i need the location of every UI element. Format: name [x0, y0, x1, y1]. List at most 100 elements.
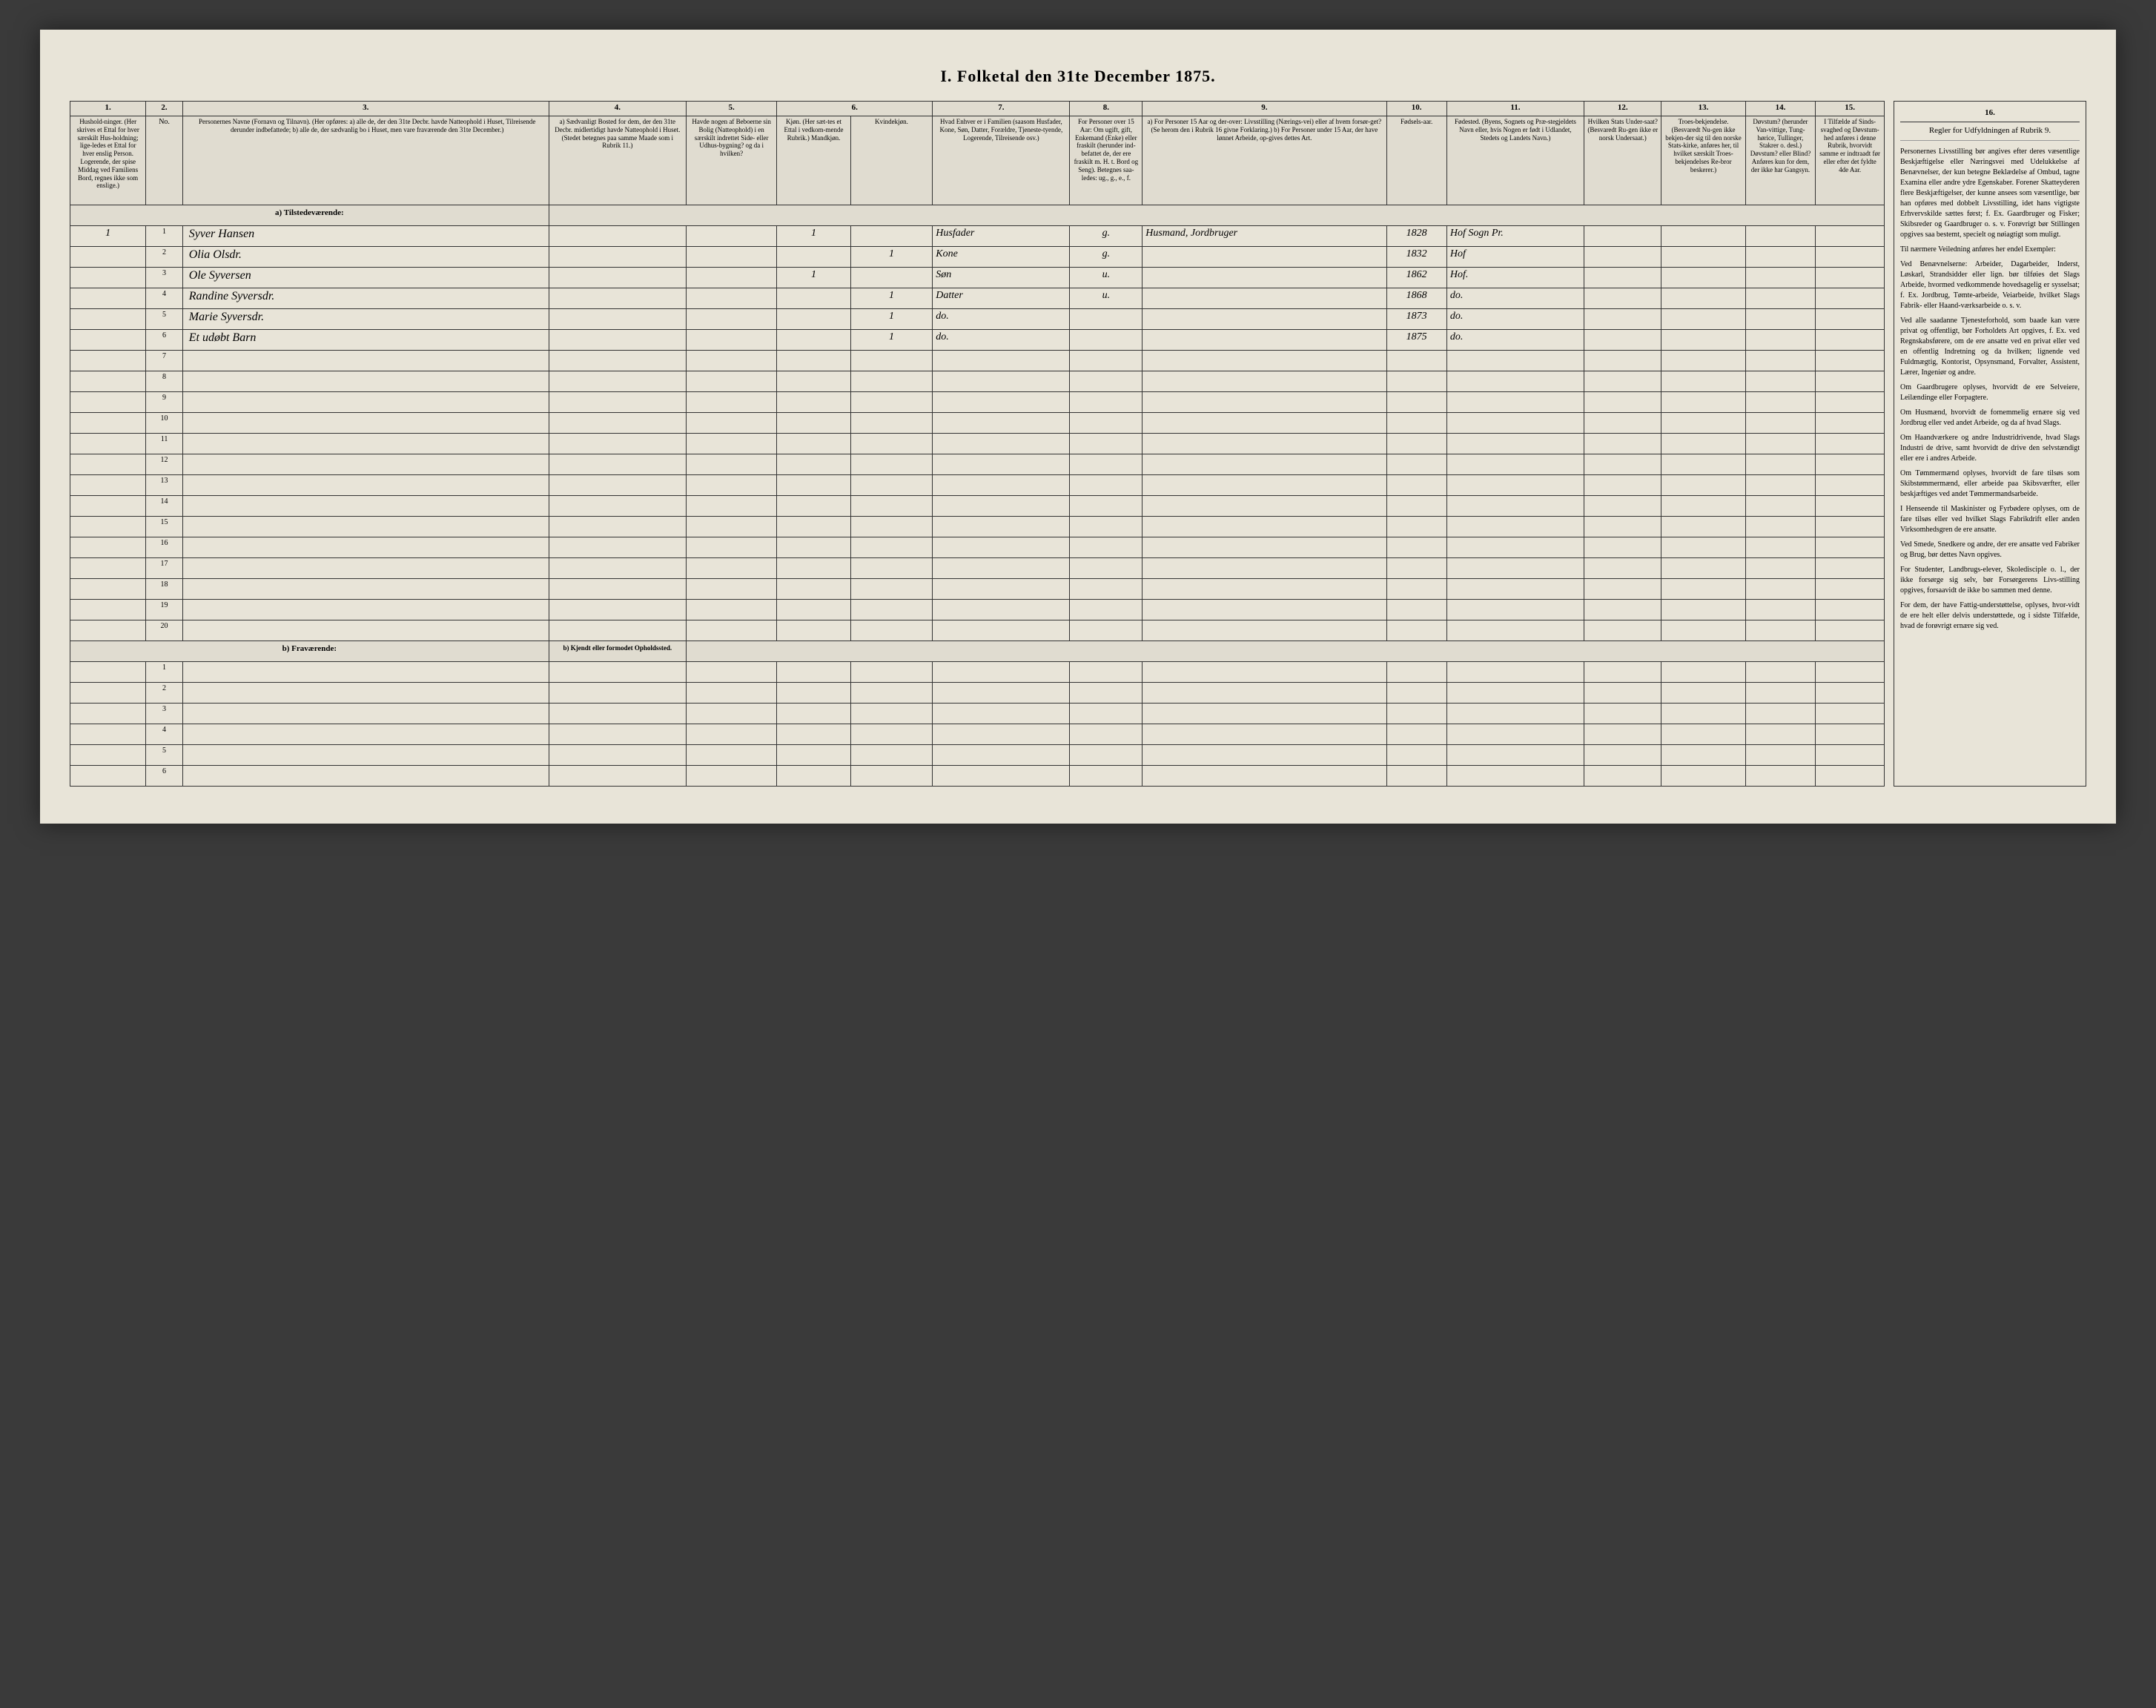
- cell-civil: u.: [1070, 268, 1143, 288]
- cell: [1584, 413, 1661, 434]
- colnum-1: 1.: [70, 102, 146, 116]
- header-col15: I Tilfælde af Sinds-svaghed og Døvstum-h…: [1816, 116, 1885, 205]
- cell: [777, 766, 850, 787]
- colnum-14: 14.: [1745, 102, 1816, 116]
- cell: [1446, 517, 1584, 537]
- cell: [850, 351, 933, 371]
- cell-residence: [549, 226, 686, 247]
- cell: [70, 579, 146, 600]
- cell: [1070, 413, 1143, 434]
- cell: [1143, 745, 1386, 766]
- cell: [686, 392, 776, 413]
- table-row-empty: 19: [70, 600, 1885, 620]
- cell: [1816, 517, 1885, 537]
- cell: [1584, 766, 1661, 787]
- cell-rownum: 2: [146, 247, 182, 268]
- cell: [1386, 766, 1446, 787]
- cell-occupation: [1143, 330, 1386, 351]
- cell: [1816, 351, 1885, 371]
- cell-residence: [549, 288, 686, 309]
- cell-residence: [549, 309, 686, 330]
- table-row-empty: 15: [70, 517, 1885, 537]
- cell: [777, 475, 850, 496]
- cell: [1816, 766, 1885, 787]
- cell-household: [70, 309, 146, 330]
- cell: [549, 558, 686, 579]
- cell-occupation: [1143, 247, 1386, 268]
- cell: [1745, 704, 1816, 724]
- cell: [549, 475, 686, 496]
- cell-rownum: 11: [146, 434, 182, 454]
- cell-outbuilding: [686, 268, 776, 288]
- cell-year: 1873: [1386, 309, 1446, 330]
- cell: [549, 413, 686, 434]
- cell: [1386, 537, 1446, 558]
- cell: [182, 434, 549, 454]
- cell: [1584, 351, 1661, 371]
- table-row-empty: 13: [70, 475, 1885, 496]
- rules-paragraph: Personernes Livsstilling bør angives eft…: [1900, 147, 2080, 240]
- cell: [1143, 392, 1386, 413]
- cell: [1661, 351, 1745, 371]
- header-col1: Hushold-ninger. (Her skrives et Ettal fo…: [70, 116, 146, 205]
- cell-onset: [1816, 247, 1885, 268]
- cell-onset: [1816, 226, 1885, 247]
- cell: [70, 600, 146, 620]
- cell-birthplace: do.: [1446, 330, 1584, 351]
- cell-rownum: 3: [146, 268, 182, 288]
- cell: [1816, 600, 1885, 620]
- table-area: 1. 2. 3. 4. 5. 6. 7. 8. 9. 10. 11. 12. 1…: [70, 101, 1885, 787]
- cell: [70, 496, 146, 517]
- cell: [1386, 662, 1446, 683]
- cell: [70, 517, 146, 537]
- cell: [1584, 371, 1661, 392]
- table-row-empty: 7: [70, 351, 1885, 371]
- cell: [1745, 683, 1816, 704]
- cell: [1070, 662, 1143, 683]
- cell: [777, 454, 850, 475]
- cell: [1745, 454, 1816, 475]
- cell: [1584, 745, 1661, 766]
- cell: [1661, 579, 1745, 600]
- cell-birthplace: Hof Sogn Pr.: [1446, 226, 1584, 247]
- cell-name: Olia Olsdr.: [182, 247, 549, 268]
- cell: [549, 704, 686, 724]
- cell: [549, 579, 686, 600]
- header-col14: Døvstum? (herunder Van-vittige, Tung-hør…: [1745, 116, 1816, 205]
- cell-occupation: Husmand, Jordbruger: [1143, 226, 1386, 247]
- cell-rownum: 4: [146, 724, 182, 745]
- cell: [1446, 579, 1584, 600]
- cell: [1661, 662, 1745, 683]
- table-row-empty: 12: [70, 454, 1885, 475]
- cell-rownum: 5: [146, 745, 182, 766]
- cell-citizenship: [1584, 247, 1661, 268]
- cell-female: [850, 268, 933, 288]
- cell: [1745, 475, 1816, 496]
- cell: [182, 704, 549, 724]
- cell: [182, 579, 549, 600]
- cell: [182, 454, 549, 475]
- colnum-2: 2.: [146, 102, 182, 116]
- cell: [1143, 434, 1386, 454]
- table-row-empty: 17: [70, 558, 1885, 579]
- cell: [1070, 558, 1143, 579]
- cell: [1745, 620, 1816, 641]
- cell: [1143, 558, 1386, 579]
- cell-rownum: 13: [146, 475, 182, 496]
- cell: [777, 579, 850, 600]
- cell: [1386, 413, 1446, 434]
- cell: [182, 537, 549, 558]
- cell: [777, 413, 850, 434]
- cell: [70, 766, 146, 787]
- section-a-text: a) Tilstedeværende:: [70, 205, 549, 226]
- cell: [850, 434, 933, 454]
- cell: [70, 662, 146, 683]
- header-col3: Personernes Navne (Fornavn og Tilnavn). …: [182, 116, 549, 205]
- header-col6a: Kjøn. (Her sæt-tes et Ettal i vedkom-men…: [777, 116, 850, 205]
- cell-year: 1828: [1386, 226, 1446, 247]
- cell: [1070, 766, 1143, 787]
- cell: [70, 351, 146, 371]
- cell-civil: [1070, 330, 1143, 351]
- cell-outbuilding: [686, 247, 776, 268]
- cell: [686, 745, 776, 766]
